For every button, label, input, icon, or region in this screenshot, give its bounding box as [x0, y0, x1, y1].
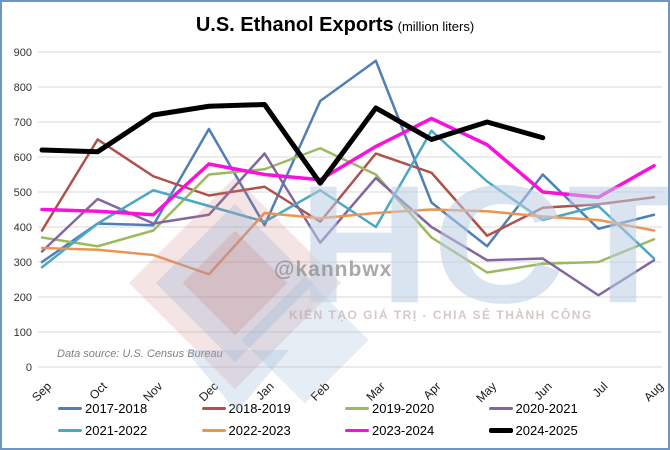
- y-tick-label: 0: [26, 362, 32, 374]
- legend-label: 2020-2021: [515, 400, 578, 416]
- legend-item-2021-2022: 2021-2022: [58, 422, 202, 438]
- legend-label: 2019-2020: [372, 400, 435, 416]
- x-tick-label: Oct: [87, 379, 111, 403]
- legend-swatch: [58, 428, 82, 432]
- legend-swatch: [488, 427, 513, 433]
- series-line-2023-2024: [40, 116, 656, 217]
- legend-swatch: [58, 406, 82, 410]
- legend-item-2022-2023: 2022-2023: [201, 422, 346, 438]
- legend-item-2019-2020: 2019-2020: [345, 400, 489, 416]
- legend-item-2023-2024: 2023-2024: [345, 422, 489, 438]
- legend-item-2017-2018: 2017-2018: [58, 400, 202, 416]
- x-tick-label: Sep: [29, 379, 54, 404]
- series-line-2018-2019: [40, 138, 656, 237]
- legend-label: 2023-2024: [372, 422, 435, 438]
- legend-item-2018-2019: 2018-2019: [201, 400, 346, 416]
- chart-title: U.S. Ethanol Exports: [195, 14, 394, 36]
- y-tick-label: 100: [14, 327, 32, 339]
- y-tick-label: 400: [14, 222, 32, 234]
- legend-swatch: [345, 406, 369, 410]
- legend-label: 2022-2023: [228, 422, 291, 438]
- y-tick-label: 700: [14, 117, 32, 129]
- x-tick-label: Apr: [420, 379, 443, 402]
- series-line-2022-2023: [40, 208, 656, 276]
- y-tick-label: 600: [14, 152, 32, 164]
- y-tick-label: 300: [14, 257, 32, 269]
- legend-swatch: [488, 406, 513, 410]
- legend-label: 2021-2022: [85, 422, 148, 438]
- series-line-2020-2021: [40, 152, 656, 297]
- legend-item-2020-2021: 2020-2021: [488, 400, 633, 416]
- y-tick-label: 900: [14, 47, 32, 59]
- legend-label: 2018-2019: [228, 400, 291, 416]
- series-line-2024-2025: [39, 102, 546, 186]
- chart-title-bar: U.S. Ethanol Exports (million liters): [2, 14, 668, 37]
- series-line-2021-2022: [40, 129, 656, 269]
- y-tick-label: 500: [14, 187, 32, 199]
- legend-label: 2017-2018: [85, 400, 148, 416]
- series-line-2017-2018: [40, 59, 656, 264]
- legend-item-2024-2025: 2024-2025: [488, 422, 633, 438]
- y-tick-label: 800: [14, 82, 32, 94]
- x-tick-label: Jul: [590, 379, 611, 400]
- source-note: Data source: U.S. Census Bureau: [57, 348, 223, 360]
- y-tick-label: 200: [14, 292, 32, 304]
- x-tick-label: Aug: [641, 379, 666, 404]
- legend: 2017-2018 2018-2019 2019-2020 2020-2021 2021…: [58, 400, 632, 438]
- legend-swatch: [345, 428, 369, 432]
- chart-subtitle: (million liters): [397, 19, 475, 34]
- legend-label: 2024-2025: [515, 422, 578, 438]
- legend-swatch: [201, 428, 226, 432]
- legend-swatch: [201, 406, 226, 410]
